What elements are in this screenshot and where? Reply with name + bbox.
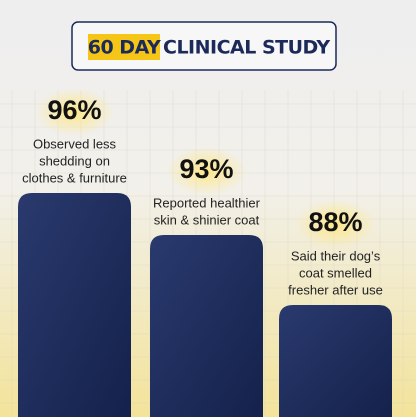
bar-description: fresher after use — [288, 282, 383, 297]
bar — [18, 193, 131, 417]
bar-description: Said their dog’s — [291, 248, 381, 263]
label-glow — [166, 147, 247, 195]
title-highlight: 60 DAY — [88, 37, 161, 59]
bar-description: clothes & furniture — [22, 170, 127, 185]
bar-description: shedding on — [39, 153, 110, 168]
bar-description: skin & shinier coat — [154, 212, 260, 227]
bar-description: Reported healthier — [153, 195, 261, 210]
chart-title: CLINICAL STUDY — [163, 37, 330, 59]
bar — [279, 305, 392, 417]
value-label: 96% — [47, 95, 101, 125]
value-label: 88% — [308, 207, 362, 237]
bar — [150, 235, 263, 417]
value-label: 93% — [179, 154, 233, 184]
label-glow — [34, 88, 115, 136]
bar-description: coat smelled — [299, 265, 372, 280]
title-highlight-box — [88, 34, 160, 60]
bar-description: Observed less — [33, 136, 117, 151]
label-glow — [295, 200, 376, 248]
